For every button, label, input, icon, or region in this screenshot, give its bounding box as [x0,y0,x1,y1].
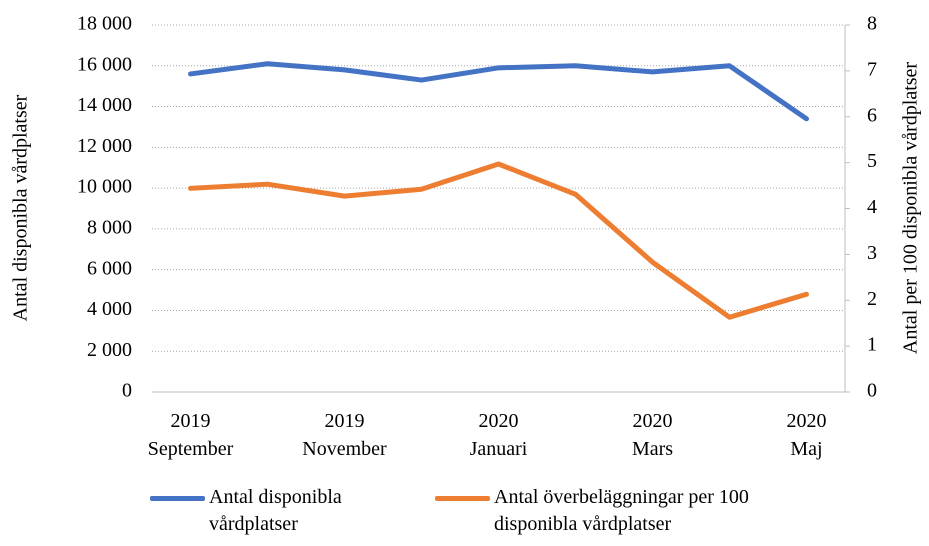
y2-tick-label: 2 [867,288,877,310]
y-tick-label: 4 000 [87,298,132,320]
legend-swatch [435,496,490,501]
y-tick-label: 16 000 [77,53,132,75]
x-tick-label: 2020 Mars [632,410,673,460]
y2-tick-label: 4 [867,196,877,218]
legend-label: Antal disponibla vårdplatser [209,486,342,535]
y2-tick-label: 1 [867,334,877,356]
y-tick-label: 18 000 [77,13,132,35]
y-tick-label: 0 [122,380,132,402]
chart: Antal disponibla vårdplatser Antal per 1… [10,13,922,460]
y2-axis-label: Antal per 100 disponibla vårdplatser [900,62,922,354]
x-tick-label: 2019 September [148,410,234,460]
y2-tick-label: 8 [867,13,877,35]
y-tick-label: 6 000 [87,257,132,279]
y2-tick-label: 3 [867,242,877,264]
y2-tick-label: 7 [867,58,877,80]
y-axis-label: Antal disponibla vårdplatser [10,94,32,321]
legend-label: Antal överbeläggningar per 100 disponibl… [494,486,749,535]
y-tick-label: 2 000 [87,339,132,361]
y-tick-label: 14 000 [77,94,132,116]
y-tick-label: 10 000 [77,176,132,198]
y2-tick-label: 5 [867,150,877,172]
y2-tick-label: 6 [867,104,877,126]
y-tick-label: 12 000 [77,135,132,157]
x-tick-label: 2019 November [302,410,387,460]
line-series [188,61,809,122]
x-tick-label: 2020 Januari [470,410,528,460]
y2-tick-label: 0 [867,380,877,402]
legend-item: Antal disponibla vårdplatser [150,484,409,538]
y-tick-label: 8 000 [87,216,132,238]
line-series [188,161,809,320]
legend-swatch [150,496,205,501]
legend-item: Antal överbeläggningar per 100 disponibl… [435,484,824,538]
x-tick-label: 2020 Maj [787,410,827,460]
